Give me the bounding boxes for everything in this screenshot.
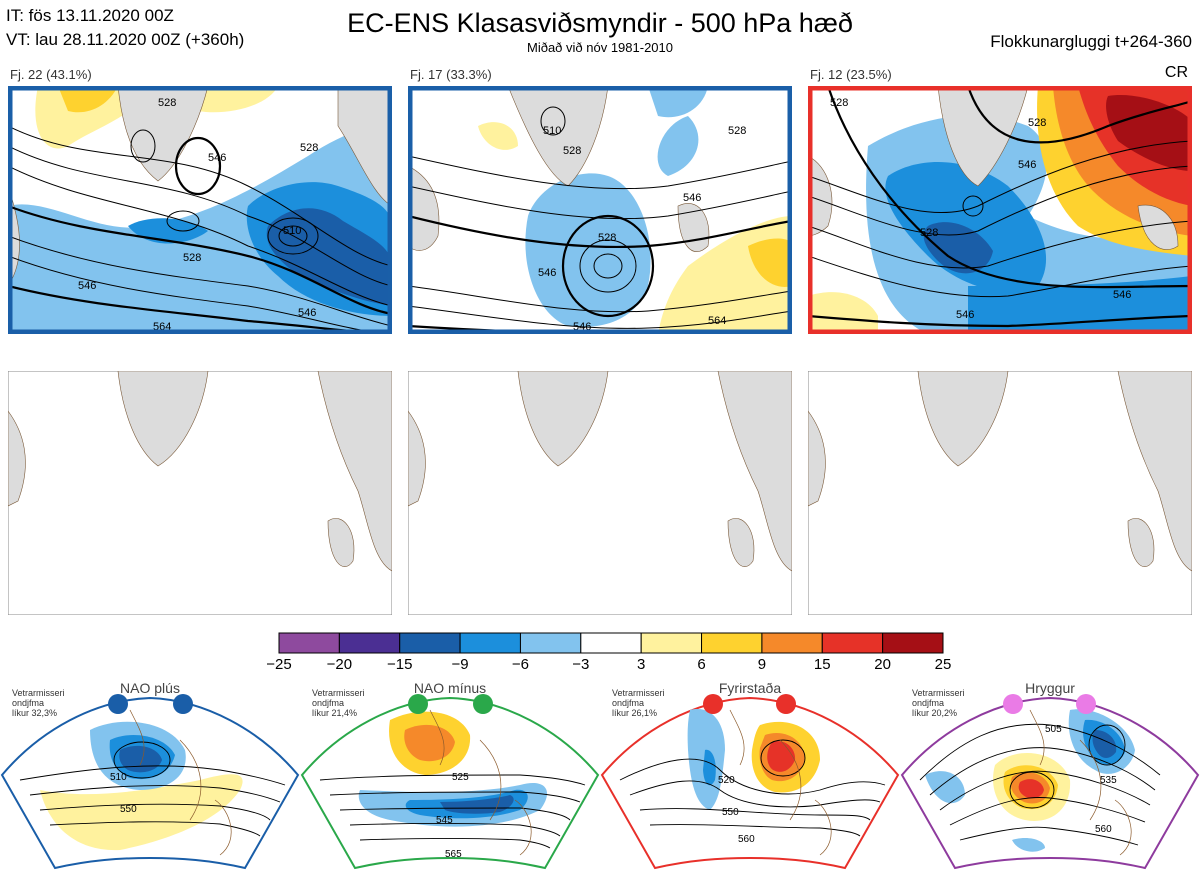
regime-marker-icon [108, 694, 128, 714]
colorbar-cell [640, 632, 703, 654]
contour-label: 528 [1028, 117, 1046, 129]
cluster-1-label: Fj. 22 (43.1%) [10, 67, 92, 82]
contour-label: 528 [830, 97, 848, 109]
valid-time: VT: lau 28.11.2020 00Z (+360h) [6, 30, 245, 49]
colorbar-cell [701, 632, 763, 654]
contour-label: 564 [708, 315, 726, 327]
contour-label: 546 [683, 192, 701, 204]
colorbar-cell [882, 632, 944, 654]
regime-probability: Vetrarmisseri ondjfma líkur 20,2% [912, 688, 965, 718]
colorbar-tick-label: 9 [757, 656, 767, 673]
regime-name: NAO plús [120, 680, 180, 696]
base-map-1 [8, 371, 392, 615]
colorbar-tick-label: −20 [326, 656, 353, 673]
contour-label: 528 [158, 97, 176, 109]
contour-label: 528 [728, 125, 746, 137]
contour-label: 546 [538, 267, 556, 279]
chart-subtitle: Miðað við nóv 1981-2010 [527, 40, 673, 55]
colorbar-tick-label: −6 [511, 656, 530, 673]
cluster-3-frame [808, 86, 1192, 334]
regime-name: Fyrirstaða [718, 680, 782, 696]
regime-label: 550 [120, 804, 137, 815]
regime-label: 560 [738, 834, 755, 845]
colorbar-cell [338, 632, 401, 654]
regime-label: 535 [1100, 775, 1117, 786]
colorbar-tick-label: 25 [934, 656, 952, 673]
regime-label: 560 [1095, 824, 1112, 835]
regime-name: NAO mínus [413, 680, 487, 696]
regime-blocking: 520 550 560 Fyrirstaða Vetrarmisseri ondj… [600, 680, 900, 870]
contour-label: 528 [920, 227, 938, 239]
contour-label: 528 [598, 232, 616, 244]
colorbar-cell [580, 632, 642, 654]
colorbar-tick-label: 3 [637, 656, 646, 673]
contour-label: 510 [283, 225, 301, 237]
regime-label: 510 [110, 772, 127, 783]
regime-label: 525 [452, 772, 469, 783]
colorbar-tick-label: 6 [697, 656, 706, 673]
colorbar-tick-label: −15 [386, 656, 413, 673]
contour-label: 546 [208, 152, 226, 164]
clustering-window: Flokkunargluggi t+264-360 [990, 32, 1192, 51]
contour-label: 546 [1018, 159, 1036, 171]
regime-probability: Vetrarmisseri ondjfma líkur 21,4% [312, 688, 365, 718]
regime-label: 545 [436, 815, 453, 826]
regime-marker-icon [473, 694, 493, 714]
cluster-3-tag: CR [1164, 64, 1188, 81]
cluster-3-label: Fj. 12 (23.5%) [810, 67, 892, 82]
regime-label: 505 [1045, 724, 1062, 735]
cluster-2-frame [408, 86, 792, 334]
contour-label: 528 [300, 142, 318, 154]
base-map-3 [808, 371, 1192, 615]
regime-nao-minus: 525 545 565 NAO mínus Vetrarmisseri ondjf… [300, 680, 600, 870]
contour-label: 546 [298, 307, 316, 319]
regime-label: 550 [722, 807, 739, 818]
colorbar-cell [459, 632, 521, 654]
regime-probability: Vetrarmisseri ondjfma líkur 32,3% [12, 688, 65, 718]
regime-ridge: 505 535 560 Hryggur Vetrarmisseri ondjfma… [900, 680, 1200, 870]
contour-label: 546 [956, 309, 974, 321]
contour-label: 528 [183, 252, 201, 264]
contour-label: 546 [78, 280, 96, 292]
contour-label: 510 [543, 125, 561, 137]
colorbar [278, 632, 944, 654]
regime-marker-icon [1003, 694, 1023, 714]
colorbar-tick-label: −25 [266, 656, 292, 673]
cluster-3-map: 528 546 528 546 546 528 [808, 86, 1192, 334]
colorbar-cell [278, 632, 340, 654]
colorbar-tick-label: 15 [813, 656, 831, 673]
colorbar-tick-label: 20 [874, 656, 891, 673]
regime-name: Hryggur [1025, 680, 1075, 696]
chart-title: EC-ENS Klasasviðsmyndir - 500 hPa hæð [347, 8, 853, 38]
regime-marker-icon [408, 694, 428, 714]
regime-marker-icon [776, 694, 796, 714]
base-map-2 [408, 371, 792, 615]
cluster-2-label: Fj. 17 (33.3%) [410, 67, 492, 82]
colorbar-cell [761, 632, 823, 654]
colorbar-tick-label: −3 [572, 656, 590, 673]
regime-label: 520 [718, 775, 735, 786]
regime-marker-icon [173, 694, 193, 714]
contour-label: 528 [563, 145, 581, 157]
colorbar-tick-label: −9 [451, 656, 469, 673]
init-time: IT: fös 13.11.2020 00Z [6, 6, 174, 25]
regime-probability: Vetrarmisseri ondjfma líkur 26,1% [612, 688, 665, 718]
regime-marker-icon [1076, 694, 1096, 714]
colorbar-cell [399, 632, 461, 654]
regime-nao-plus: 510 550 NAO plús Vetrarmisseri ondjfma lík… [0, 680, 300, 870]
colorbar-cell [821, 632, 884, 654]
regime-marker-icon [703, 694, 723, 714]
contour-label: 546 [1113, 289, 1131, 301]
cluster-1-map: 528 546 528 510 528 546 546 564 [8, 86, 392, 334]
cluster-1-frame [8, 86, 392, 334]
regime-label: 565 [445, 849, 462, 860]
colorbar-cell [519, 632, 582, 654]
cluster-2-map: 510 528 528 546 528 546 546 564 [408, 86, 792, 334]
